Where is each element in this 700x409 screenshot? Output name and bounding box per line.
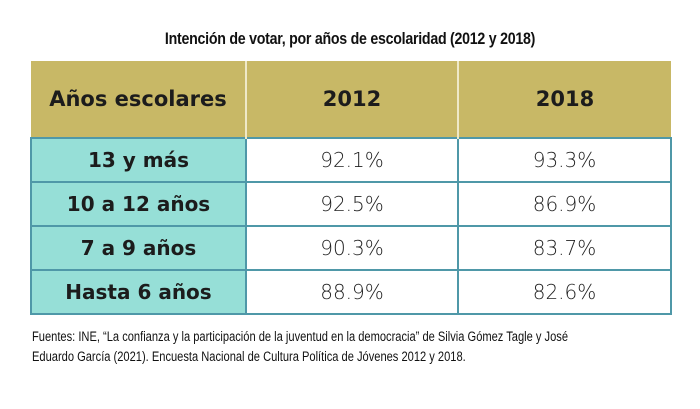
source-line-2: Eduardo García (2021). Encuesta Nacional…: [32, 349, 466, 364]
value-2018: 93.3%: [457, 137, 672, 183]
source-line-1: Fuentes: INE, “La confianza y la partici…: [32, 329, 569, 344]
table-row: 13 y más 92.1% 93.3%: [30, 137, 672, 183]
table-row: 7 a 9 años 90.3% 83.7%: [30, 225, 672, 271]
header-2012: 2012: [245, 61, 458, 138]
value-2012: 92.5%: [245, 181, 459, 227]
row-label: 10 a 12 años: [30, 181, 247, 227]
source-note: Fuentes: INE, “La confianza y la partici…: [32, 327, 663, 367]
header-school-years: Años escolares: [31, 61, 246, 138]
value-2012: 92.1%: [245, 137, 459, 183]
voting-intention-table: Años escolares 2012 2018 13 y más 92.1% …: [30, 61, 672, 315]
row-label: 7 a 9 años: [30, 225, 247, 271]
value-2018: 86.9%: [457, 181, 672, 227]
table-row: 10 a 12 años 92.5% 86.9%: [30, 181, 672, 227]
header-row: Años escolares 2012 2018: [31, 61, 671, 138]
value-2018: 83.7%: [457, 225, 672, 271]
row-label: Hasta 6 años: [30, 269, 247, 315]
header-2018: 2018: [457, 61, 671, 138]
row-label: 13 y más: [30, 137, 247, 183]
table-row: Hasta 6 años 88.9% 82.6%: [30, 269, 672, 315]
value-2012: 88.9%: [245, 269, 459, 315]
value-2018: 82.6%: [457, 269, 672, 315]
table-title: Intención de votar, por años de escolari…: [164, 30, 536, 48]
value-2012: 90.3%: [245, 225, 459, 271]
